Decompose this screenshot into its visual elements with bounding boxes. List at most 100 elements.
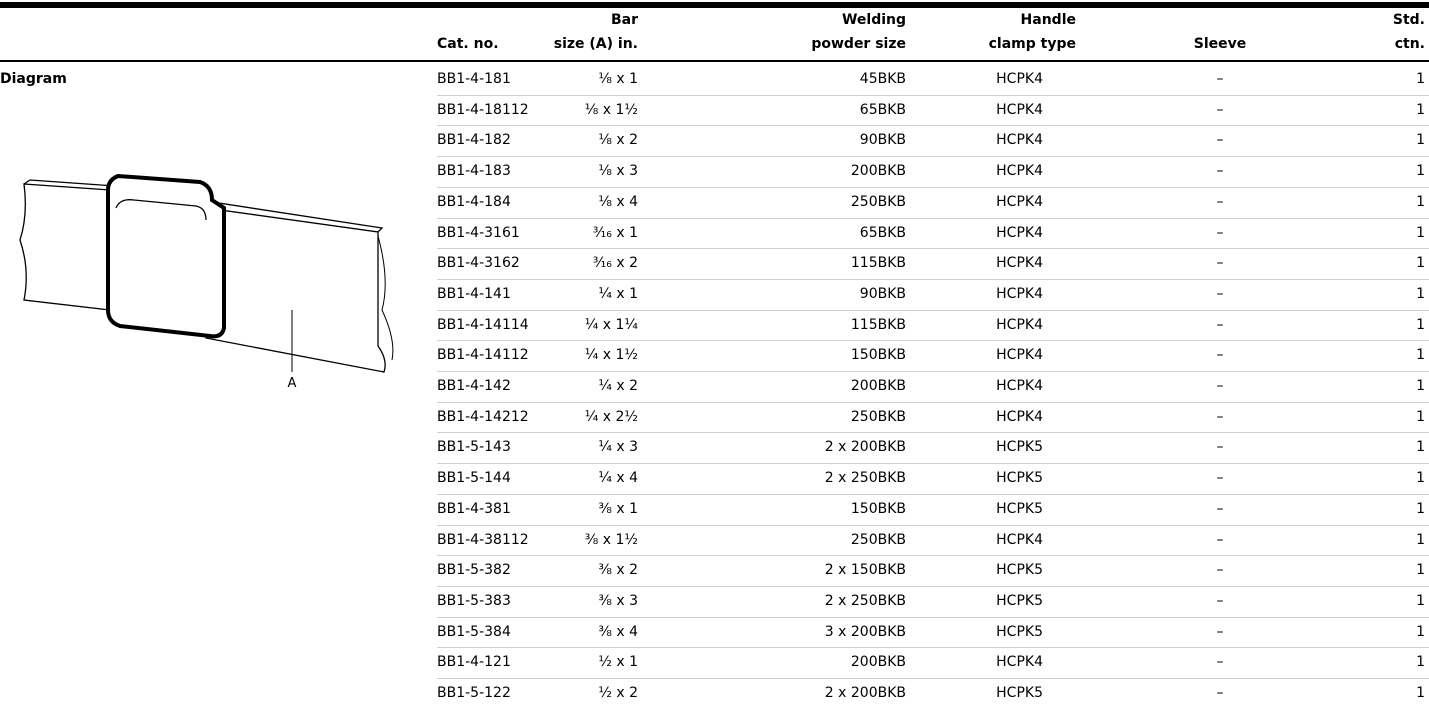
table-cell: BB1-4-3162 [437,255,520,272]
table-cell: ¼ x 4 [598,470,638,487]
table-cell: 2 x 200BKB [824,685,906,701]
table-cell: ³⁄₁₆ x 2 [592,255,638,272]
table-cell: BB1-4-183 [437,163,511,180]
row-separator [437,555,1429,557]
column-header: Welding [841,12,906,28]
table-cell: 65BKB [859,224,906,241]
table-cell: BB1-5-122 [437,685,511,701]
table-cell: 150BKB [850,347,906,364]
table-cell: 1 [1416,592,1425,609]
table-cell: BB1-4-381 [437,500,511,517]
row-separator [437,186,1429,188]
table-cell: – [1216,255,1224,272]
row-separator [437,278,1429,280]
row-separator [437,340,1429,342]
table-cell: 1 [1416,470,1425,487]
table-cell: HCPK4 [996,408,1043,425]
table-cell: HCPK5 [996,470,1043,487]
column-header: size (A) in. [553,36,638,52]
table-cell: ⅜ x 4 [598,623,638,640]
table-cell: – [1216,193,1224,210]
row-separator [437,493,1429,495]
table-cell: 1 [1416,439,1425,456]
table-cell: 200BKB [850,654,906,671]
table-cell: BB1-5-144 [437,470,511,487]
table-cell: BB1-4-14114 [437,316,529,333]
table-cell: 1 [1416,685,1425,701]
table-cell: – [1216,224,1224,241]
row-separator [437,616,1429,618]
table-cell: HCPK5 [996,623,1043,640]
table-cell: HCPK4 [996,193,1043,210]
row-separator [437,309,1429,311]
table-cell: HCPK5 [996,592,1043,609]
diagram-heading: Diagram [0,71,67,87]
table-cell: ³⁄₁₆ x 1 [592,224,638,241]
table-cell: 90BKB [859,132,906,149]
table-cell: ¼ x 1 [598,285,638,302]
table-cell: HCPK4 [996,163,1043,180]
table-cell: ⅜ x 1 [598,500,638,517]
table-cell: 115BKB [850,255,906,272]
table-cell: BB1-5-383 [437,592,511,609]
table-cell: 1 [1416,347,1425,364]
table-cell: – [1216,500,1224,517]
table-cell: BB1-4-181 [437,71,511,87]
table-cell: 1 [1416,378,1425,394]
table-cell: – [1216,623,1224,640]
table-cell: ½ x 1 [598,654,638,671]
table-cell: – [1216,654,1224,671]
table-cell: BB1-4-121 [437,654,511,671]
table-cell: HCPK4 [996,347,1043,364]
table-cell: ⅛ x 2 [598,132,638,149]
row-separator [437,125,1429,127]
table-cell: – [1216,347,1224,364]
table-cell: ¼ x 2½ [584,408,638,425]
row-separator [437,678,1429,679]
row-separator [437,371,1429,372]
table-cell: HCPK5 [996,439,1043,456]
table-cell: BB1-4-38112 [437,531,529,548]
header-rule [0,60,1429,62]
table-cell: – [1216,470,1224,487]
table-cell: 1 [1416,500,1425,517]
table-cell: BB1-5-382 [437,562,511,579]
column-header: ctn. [1394,36,1425,52]
table-cell: BB1-5-384 [437,623,511,640]
table-cell: 1 [1416,224,1425,241]
table-cell: 250BKB [850,531,906,548]
table-cell: BB1-4-182 [437,132,511,149]
table-cell: ⅛ x 3 [598,163,638,180]
table-cell: ⅜ x 2 [598,562,638,579]
table-cell: 150BKB [850,500,906,517]
table-cell: 115BKB [850,316,906,333]
table-cell: – [1216,71,1224,87]
table-cell: BB1-4-14112 [437,347,529,364]
row-separator [437,94,1429,96]
table-cell: BB1-4-142 [437,378,511,394]
diagram: A [19,173,394,391]
table-cell: 3 x 200BKB [824,623,906,640]
row-separator [437,463,1429,465]
table-cell: ⅜ x 1½ [584,531,638,548]
table-cell: 1 [1416,285,1425,302]
table-cell: – [1216,562,1224,579]
table-cell: – [1216,101,1224,118]
table-cell: ⅛ x 4 [598,193,638,210]
column-header: powder size [811,36,906,52]
table-cell: ¼ x 2 [598,378,638,394]
table-cell: 1 [1416,71,1425,87]
table-cell: HCPK4 [996,378,1043,394]
column-header: Bar [610,12,638,28]
table-cell: BB1-4-3161 [437,224,520,241]
table-cell: – [1216,531,1224,548]
table-cell: BB1-4-14212 [437,408,529,425]
table-cell: ⅜ x 3 [598,592,638,609]
table-cell: 1 [1416,316,1425,333]
table-cell: – [1216,163,1224,180]
table-cell: HCPK5 [996,562,1043,579]
table-cell: 2 x 200BKB [824,439,906,456]
table-cell: ¼ x 1¼ [584,316,638,333]
table-cell: HCPK4 [996,316,1043,333]
